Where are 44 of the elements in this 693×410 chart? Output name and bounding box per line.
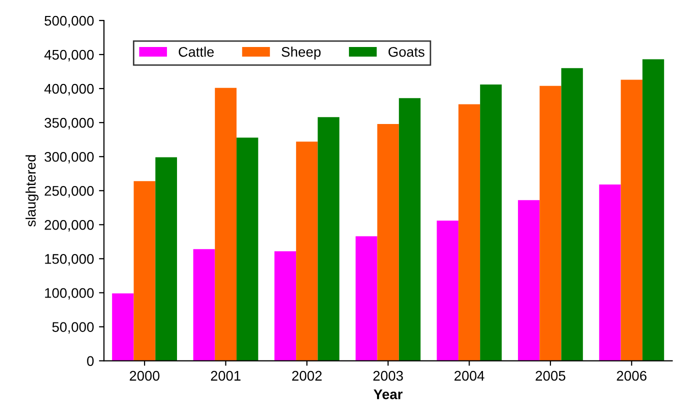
legend-label: Sheep — [282, 46, 321, 60]
x-tick-label: 2003 — [373, 370, 403, 381]
bar — [296, 142, 318, 361]
bar — [134, 181, 156, 361]
x-tick-label: 2006 — [616, 370, 646, 381]
bar — [540, 86, 562, 361]
x-tick-label: 2000 — [130, 370, 160, 381]
bar — [236, 138, 258, 361]
y-tick-label: 100,000 — [45, 288, 94, 300]
bar — [458, 104, 480, 361]
bar — [561, 68, 583, 361]
bar — [155, 157, 178, 361]
bar — [193, 249, 215, 361]
bar — [274, 251, 296, 361]
y-tick-label: 50,000 — [52, 322, 94, 334]
x-axis-title: Year — [374, 390, 403, 400]
y-tick-label: 400,000 — [44, 84, 94, 96]
bar — [318, 117, 340, 361]
bar — [214, 88, 237, 361]
bar — [518, 200, 540, 361]
bar — [642, 59, 664, 361]
y-tick-label: 350,000 — [44, 118, 94, 130]
legend-label: Goats — [388, 46, 424, 57]
y-tick-label: 300,000 — [44, 152, 94, 164]
x-tick-label: 2005 — [536, 370, 566, 381]
y-tick-label: 450,000 — [44, 50, 94, 62]
bar — [398, 98, 421, 361]
bar — [356, 236, 378, 361]
bar — [620, 80, 642, 361]
bar — [377, 124, 399, 361]
y-tick-label: 200,000 — [44, 220, 94, 232]
x-tick-label: 2002 — [292, 370, 322, 381]
x-tick-label: 2004 — [454, 370, 484, 381]
legend-label: Cattle — [178, 46, 214, 57]
y-axis-title: slaughtered — [26, 155, 38, 227]
y-tick-label: 150,000 — [45, 254, 94, 266]
bar — [112, 293, 134, 361]
bar — [480, 84, 502, 361]
bar — [599, 184, 621, 361]
y-tick-label: 0 — [87, 356, 94, 366]
y-tick-label: 250,000 — [44, 186, 94, 198]
bar — [436, 220, 458, 361]
x-tick-label: 2001 — [210, 370, 240, 381]
y-tick-label: 500,000 — [44, 16, 94, 28]
